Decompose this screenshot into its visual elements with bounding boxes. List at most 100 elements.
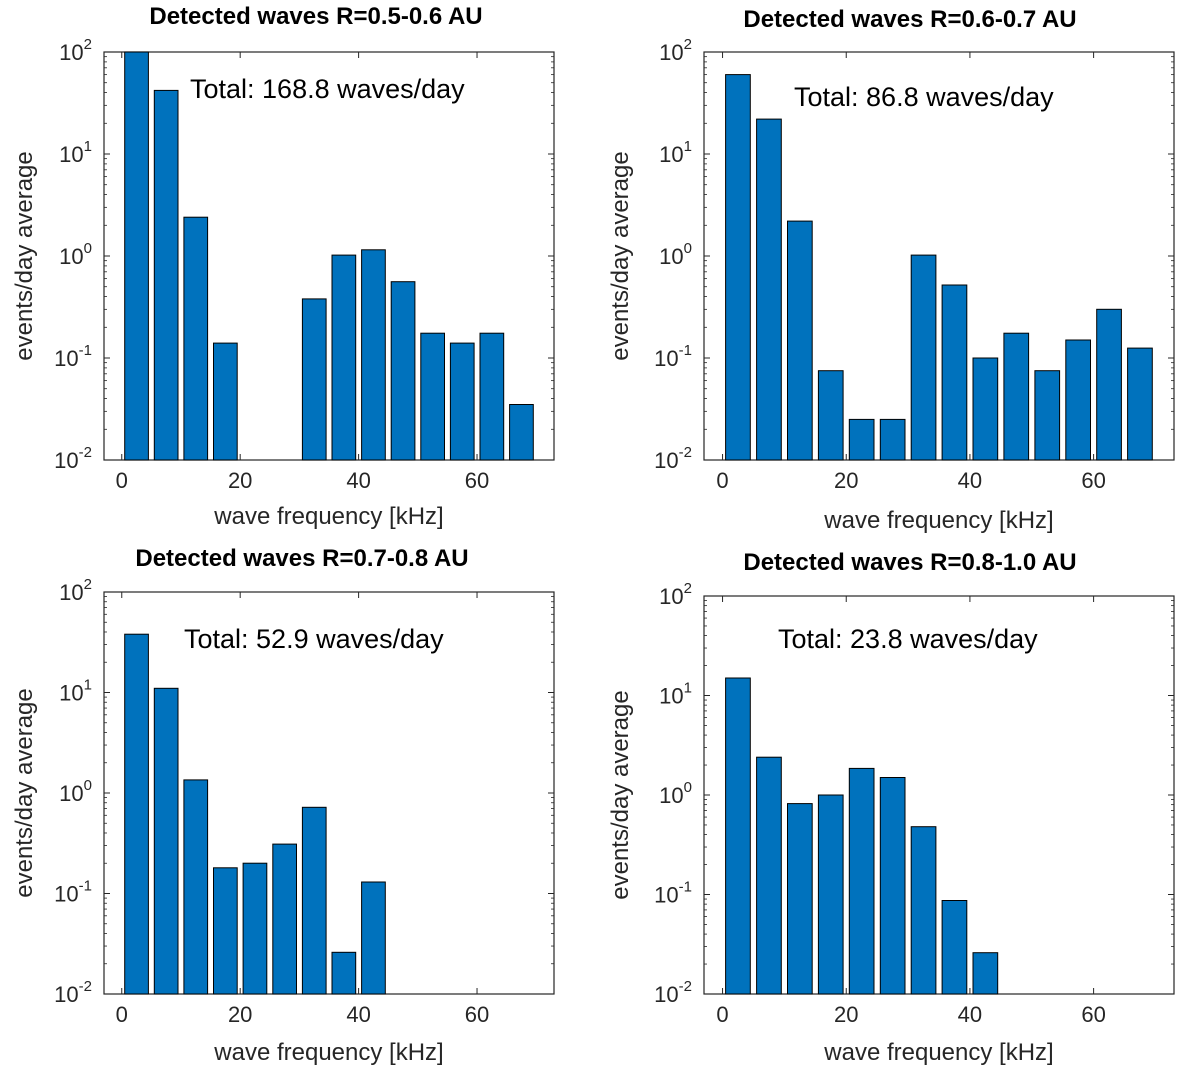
x-tick-label: 20 [228,1002,252,1027]
x-tick-label: 40 [958,468,982,493]
y-axis-label: events/day average [11,151,38,360]
chart-panel-2: 10-2 10-1 100 101 102 0 20 40 60 Detected waves R… [607,6,1175,534]
bar [848,767,875,995]
y-axis-label: events/day average [607,151,634,360]
x-tick-label: 20 [834,468,858,493]
y-tick-label: 10-2 [54,978,92,1007]
bar [479,332,505,461]
x-tick-label: 40 [958,1002,982,1027]
x-tick-label: 20 [834,1002,858,1027]
bar [941,284,968,461]
chart-panel-3: 10-2 10-1 100 101 102 0 20 40 60 Detected waves R… [11,545,555,1066]
x-axis-label: wave frequency [kHz] [213,503,443,530]
y-tick-label: 102 [59,576,92,605]
y-tick-label: 10-1 [654,879,692,908]
y-axis-label: events/day average [607,690,634,899]
bar [124,51,149,461]
y-tick-label: 102 [659,580,692,609]
bar [756,118,782,461]
bar [972,952,999,995]
total-annotation: Total: 86.8 waves/day [794,82,1054,112]
bar [725,677,751,995]
bar [1003,332,1030,461]
bar [1034,370,1061,461]
bar [124,633,149,995]
bar [1096,308,1122,461]
bar [817,794,844,995]
y-tick-label: 101 [659,138,692,167]
bar [242,862,268,995]
bar [449,342,475,461]
x-tick-label: 60 [1081,468,1105,493]
bar [787,803,813,995]
x-tick-label: 0 [116,468,128,493]
x-tick-label: 0 [716,1002,728,1027]
y-tick-label: 10-1 [654,342,692,371]
bar [941,900,968,995]
x-axis-label: wave frequency [kHz] [823,1039,1053,1066]
y-tick-label: 102 [59,36,92,65]
bar [361,249,386,461]
chart-panel-1: 10-2 10-1 100 101 102 0 20 40 60 Detected waves R… [11,3,555,530]
x-tick-label: 60 [1081,1002,1105,1027]
x-tick-label: 0 [716,468,728,493]
y-tick-label: 10-2 [654,978,692,1007]
bar [272,843,297,995]
bar [420,332,445,461]
bar [153,89,179,461]
y-tick-label: 10-1 [54,342,92,371]
x-axis-label: wave frequency [kHz] [213,1039,443,1066]
bar [910,254,937,461]
bar [910,826,937,995]
bar [301,806,327,995]
bar [213,342,238,461]
bar [879,777,906,995]
y-tick-label: 101 [659,680,692,709]
y-tick-label: 10-2 [654,444,692,473]
x-tick-label: 0 [116,1002,128,1027]
y-axis-label: events/day average [11,688,38,897]
x-tick-label: 60 [465,468,489,493]
x-tick-label: 40 [346,1002,370,1027]
chart-title: Detected waves R=0.5-0.6 AU [149,3,482,30]
bar [817,370,844,461]
total-annotation: Total: 168.8 waves/day [190,74,465,104]
x-tick-label: 20 [228,468,252,493]
bar [153,687,179,995]
y-tick-label: 100 [59,777,92,806]
chart-title: Detected waves R=0.8-1.0 AU [743,549,1076,576]
x-tick-label: 60 [465,1002,489,1027]
chart-title: Detected waves R=0.7-0.8 AU [135,545,468,572]
bar [331,951,357,995]
bar [183,779,209,995]
bar [390,281,416,461]
y-tick-label: 10-1 [54,878,92,907]
chart-panel-4: 10-2 10-1 100 101 102 0 20 40 60 Detected waves R… [607,549,1175,1066]
bar [756,756,782,995]
bar [787,220,813,461]
y-tick-label: 102 [659,36,692,65]
bar [1065,339,1092,461]
total-annotation: Total: 52.9 waves/day [184,624,444,654]
total-annotation: Total: 23.8 waves/day [778,624,1038,654]
bar [183,216,209,461]
y-tick-label: 101 [59,138,92,167]
bar [213,867,238,995]
x-axis-label: wave frequency [kHz] [823,507,1053,534]
bar [972,357,999,461]
y-tick-label: 100 [659,779,692,808]
y-tick-label: 10-2 [54,444,92,473]
bar [301,298,327,461]
bar [725,74,751,461]
y-tick-label: 100 [59,240,92,269]
chart-title: Detected waves R=0.6-0.7 AU [743,6,1076,33]
x-tick-label: 40 [346,468,370,493]
bar [848,418,875,461]
bar [331,254,357,461]
y-tick-label: 100 [659,240,692,269]
bar [1127,347,1153,461]
y-tick-label: 101 [59,677,92,706]
bar [361,881,386,995]
bar [509,404,534,461]
